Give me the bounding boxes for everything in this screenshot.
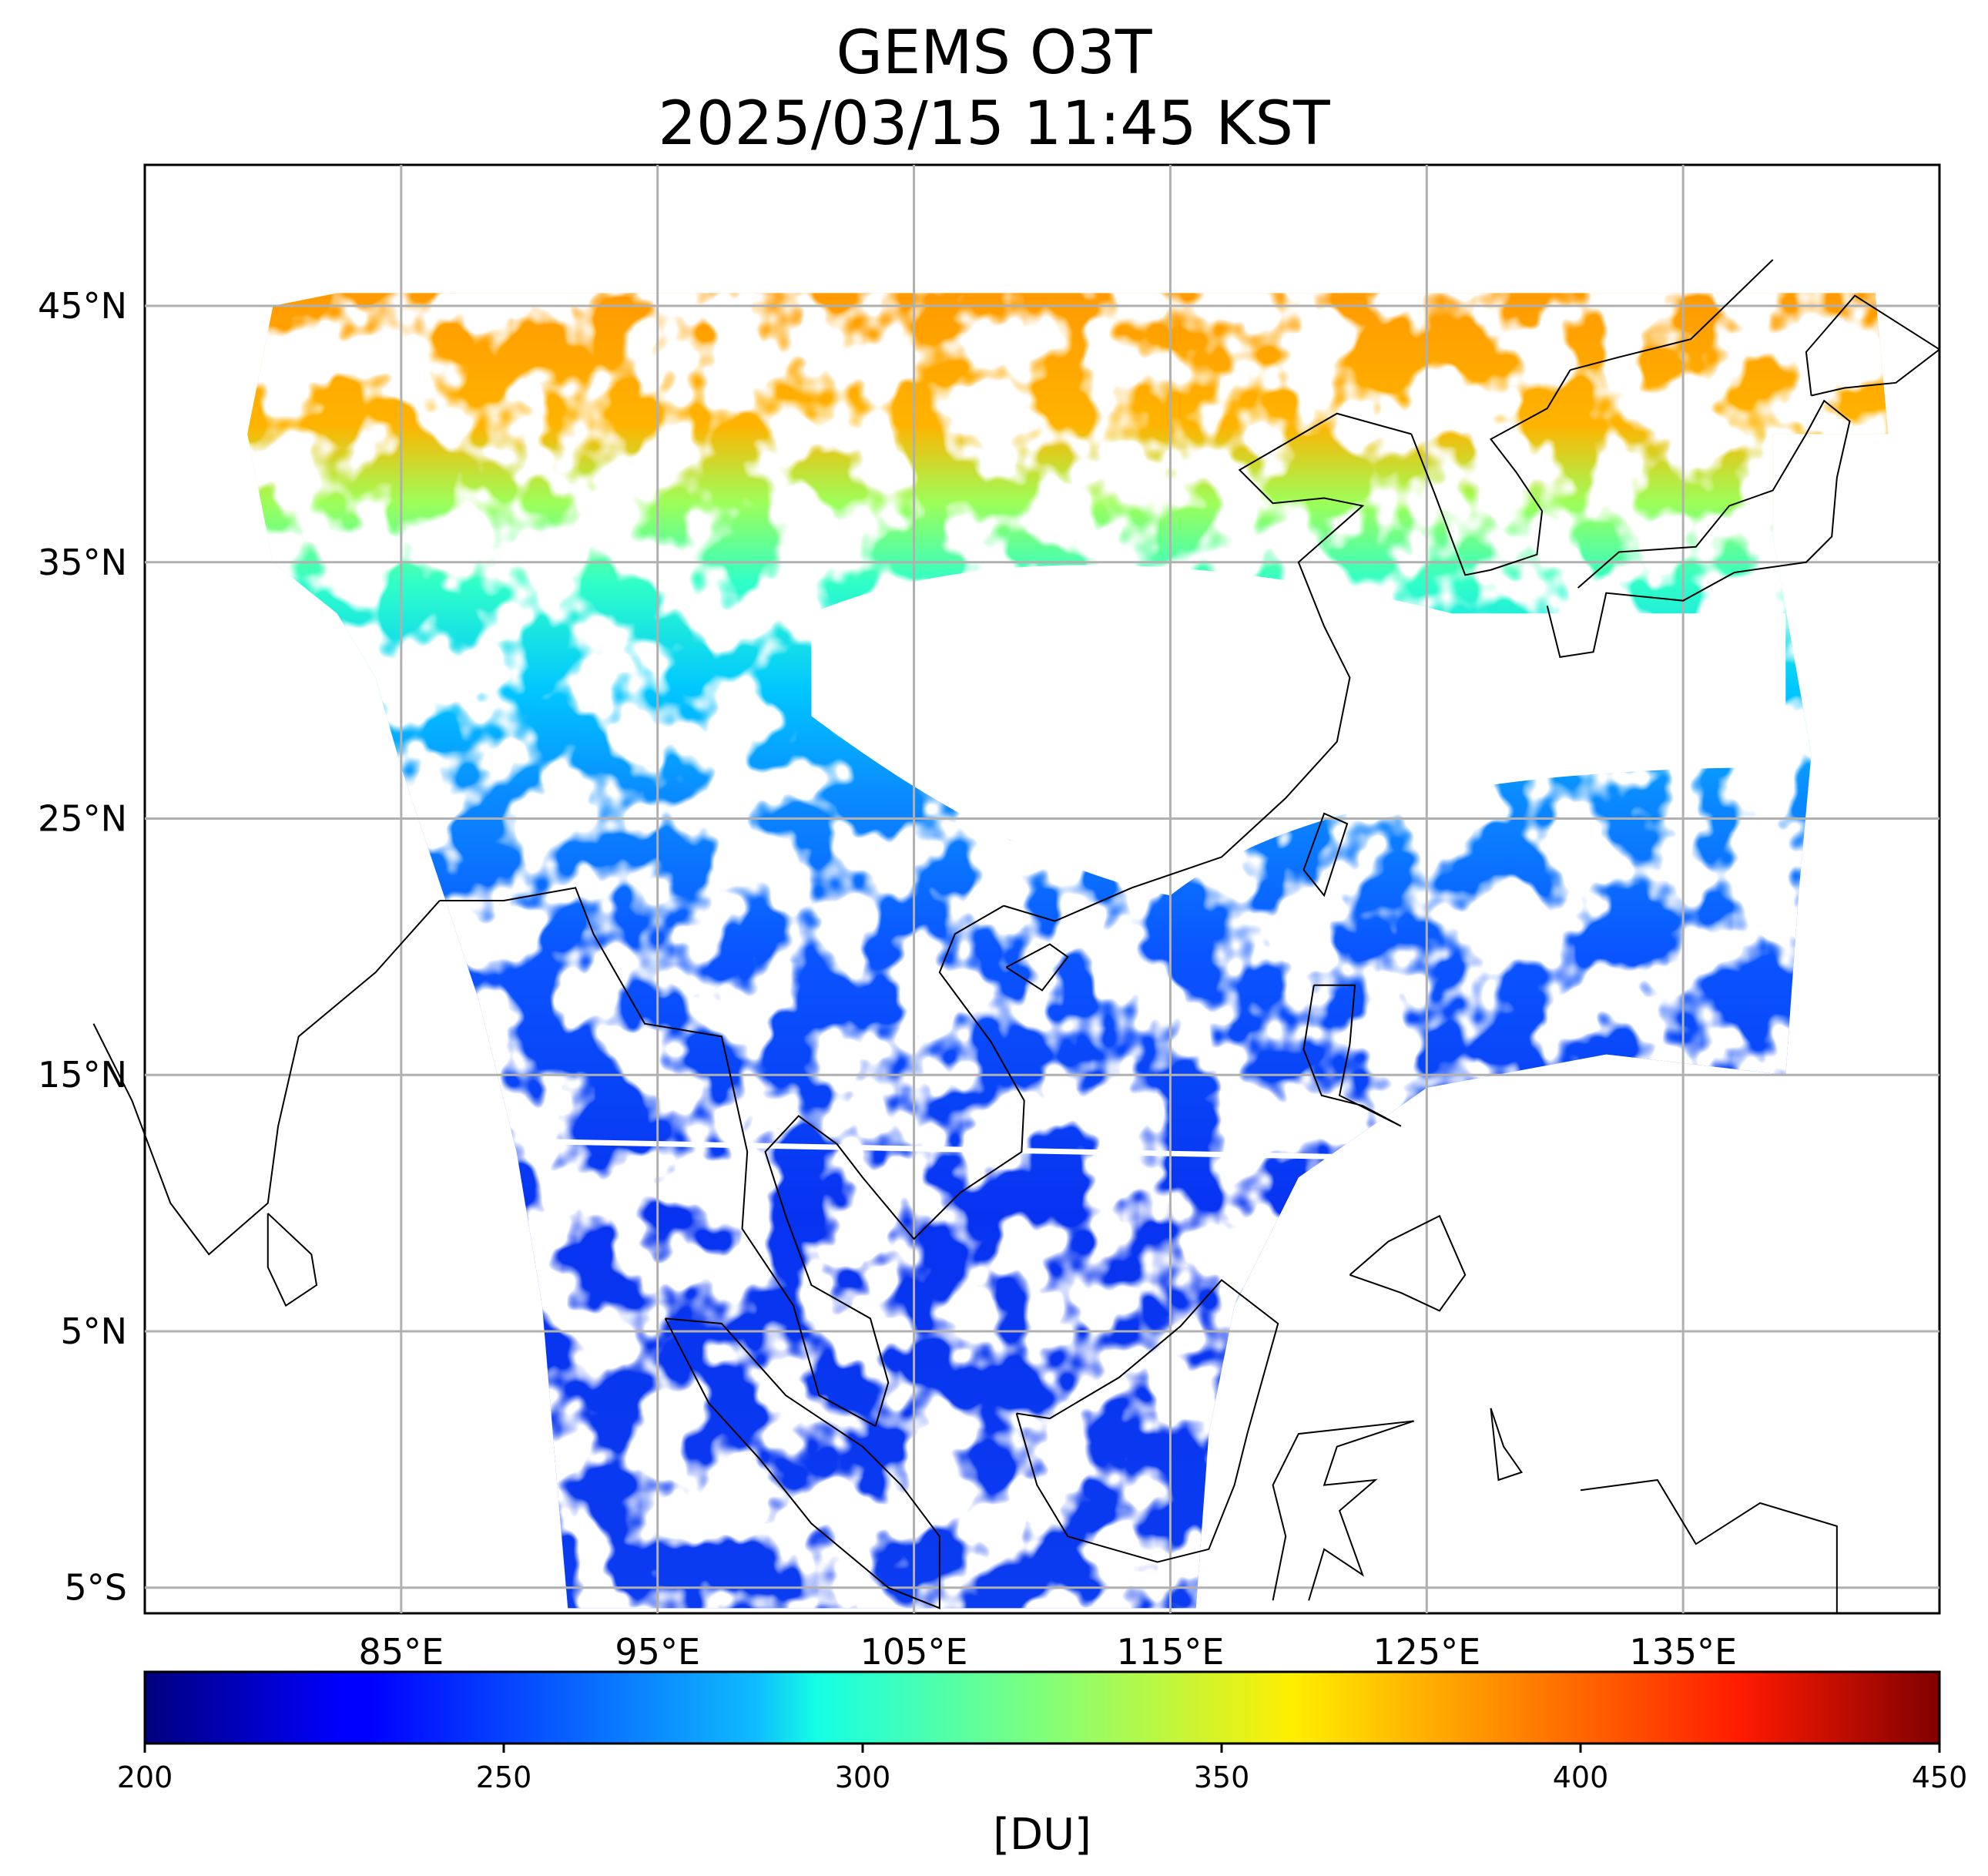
lat-tick-label: 5°S [65,1567,127,1609]
colorbar [143,1670,1941,1745]
coastline-segment [439,887,877,1427]
no-data-region [811,565,1786,896]
coastline-segment [1570,259,1774,371]
coastline-segment [267,1213,318,1307]
lon-tick-label: 95°E [615,1631,700,1673]
graticule [145,165,1939,1613]
coastline-segment [1302,984,1402,1127]
lon-tick-labels: 85°E 95°E 105°E 115°E 125°E 135°E [359,1631,1738,1673]
lat-tick-label: 45°N [38,285,127,327]
lon-tick-label: 105°E [860,1631,968,1673]
colorbar-tick-label: 200 [117,1760,173,1794]
colorbar-tick-label: 450 [1912,1760,1968,1794]
lat-tick-labels: 45°N 35°N 25°N 15°N 5°N 5°S [38,285,127,1609]
lon-tick-label: 115°E [1116,1631,1224,1673]
coastline-segment [764,904,1025,1427]
colorbar-tick-label: 300 [835,1760,891,1794]
coastlines [92,259,1941,1613]
coastline-segment [1015,1279,1279,1563]
colorbar-tick-labels: 200 250 300 350 400 450 [117,1743,1968,1794]
coastline-segment [1580,1478,1838,1613]
lat-tick-label: 15°N [38,1054,127,1096]
lat-tick-label: 25°N [38,797,127,839]
lat-tick-label: 5°N [60,1311,127,1352]
colorbar-unit-label: [DU] [993,1810,1091,1860]
coastline-segment [1302,812,1349,898]
coastline-segment [1005,943,1069,992]
lon-tick-label: 85°E [359,1631,444,1673]
coastline-segment [1272,1420,1414,1601]
coastline-segment [1349,1214,1467,1312]
coastline-segment [1003,412,1412,922]
coastline-segment [1805,294,1941,397]
colorbar-tick-label: 400 [1553,1760,1609,1794]
map-title-product: GEMS O3T [836,18,1152,88]
coastline-segment [1410,369,1571,576]
map-title-timestamp: 2025/03/15 11:45 KST [658,89,1330,159]
colorbar-tick-label: 350 [1194,1760,1250,1794]
lon-tick-label: 135°E [1629,1631,1737,1673]
coastline-segment [92,900,441,1256]
lat-tick-label: 35°N [38,542,127,583]
coastline-segment [664,1317,940,1609]
lon-tick-label: 125°E [1373,1631,1480,1673]
coastline-segment [1546,399,1851,658]
coastline-segment [1490,1408,1524,1482]
colorbar-tick-label: 250 [476,1760,532,1794]
